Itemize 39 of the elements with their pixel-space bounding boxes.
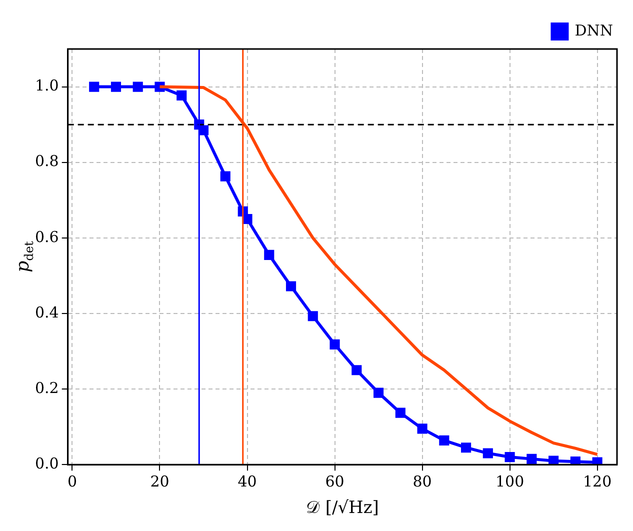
point (176, 90, 187, 101)
point (395, 408, 406, 418)
point (110, 82, 122, 92)
point (592, 457, 602, 465)
y-axis-title: pdet (12, 241, 36, 272)
point (89, 82, 100, 92)
point (526, 454, 537, 464)
y-tick-label: 0.2 (34, 378, 59, 397)
point (132, 82, 143, 92)
point (461, 442, 472, 453)
y-tick-label: 0.4 (34, 303, 59, 322)
point (504, 452, 515, 462)
y-tick-label: 1.0 (34, 76, 59, 95)
x-tick-label: 40 (238, 472, 257, 490)
legend-label: DNN (574, 21, 614, 40)
point (198, 125, 209, 136)
point (308, 311, 318, 322)
point (352, 365, 362, 376)
point (220, 171, 230, 182)
x-tick-label: 120 (582, 472, 612, 490)
point (548, 456, 559, 465)
point (570, 456, 580, 465)
x-tick-label: 60 (325, 472, 344, 490)
x-tick-label: 0 (67, 472, 78, 490)
point (417, 424, 428, 434)
point (286, 281, 296, 292)
point (439, 435, 450, 446)
point (330, 339, 340, 350)
y-tick-label: 0.8 (34, 152, 59, 170)
point (242, 214, 252, 224)
point (264, 250, 274, 260)
point (373, 388, 384, 398)
point (482, 448, 493, 458)
x-tick-label: 80 (412, 472, 432, 490)
x-tick-label: 100 (495, 472, 524, 490)
x-tick-label: 20 (150, 472, 170, 490)
x-axis-title: 𝒟 [/√Hz] (306, 498, 379, 518)
y-tick-label: 0.0 (34, 454, 59, 472)
y-tick-label: 0.6 (34, 228, 59, 246)
